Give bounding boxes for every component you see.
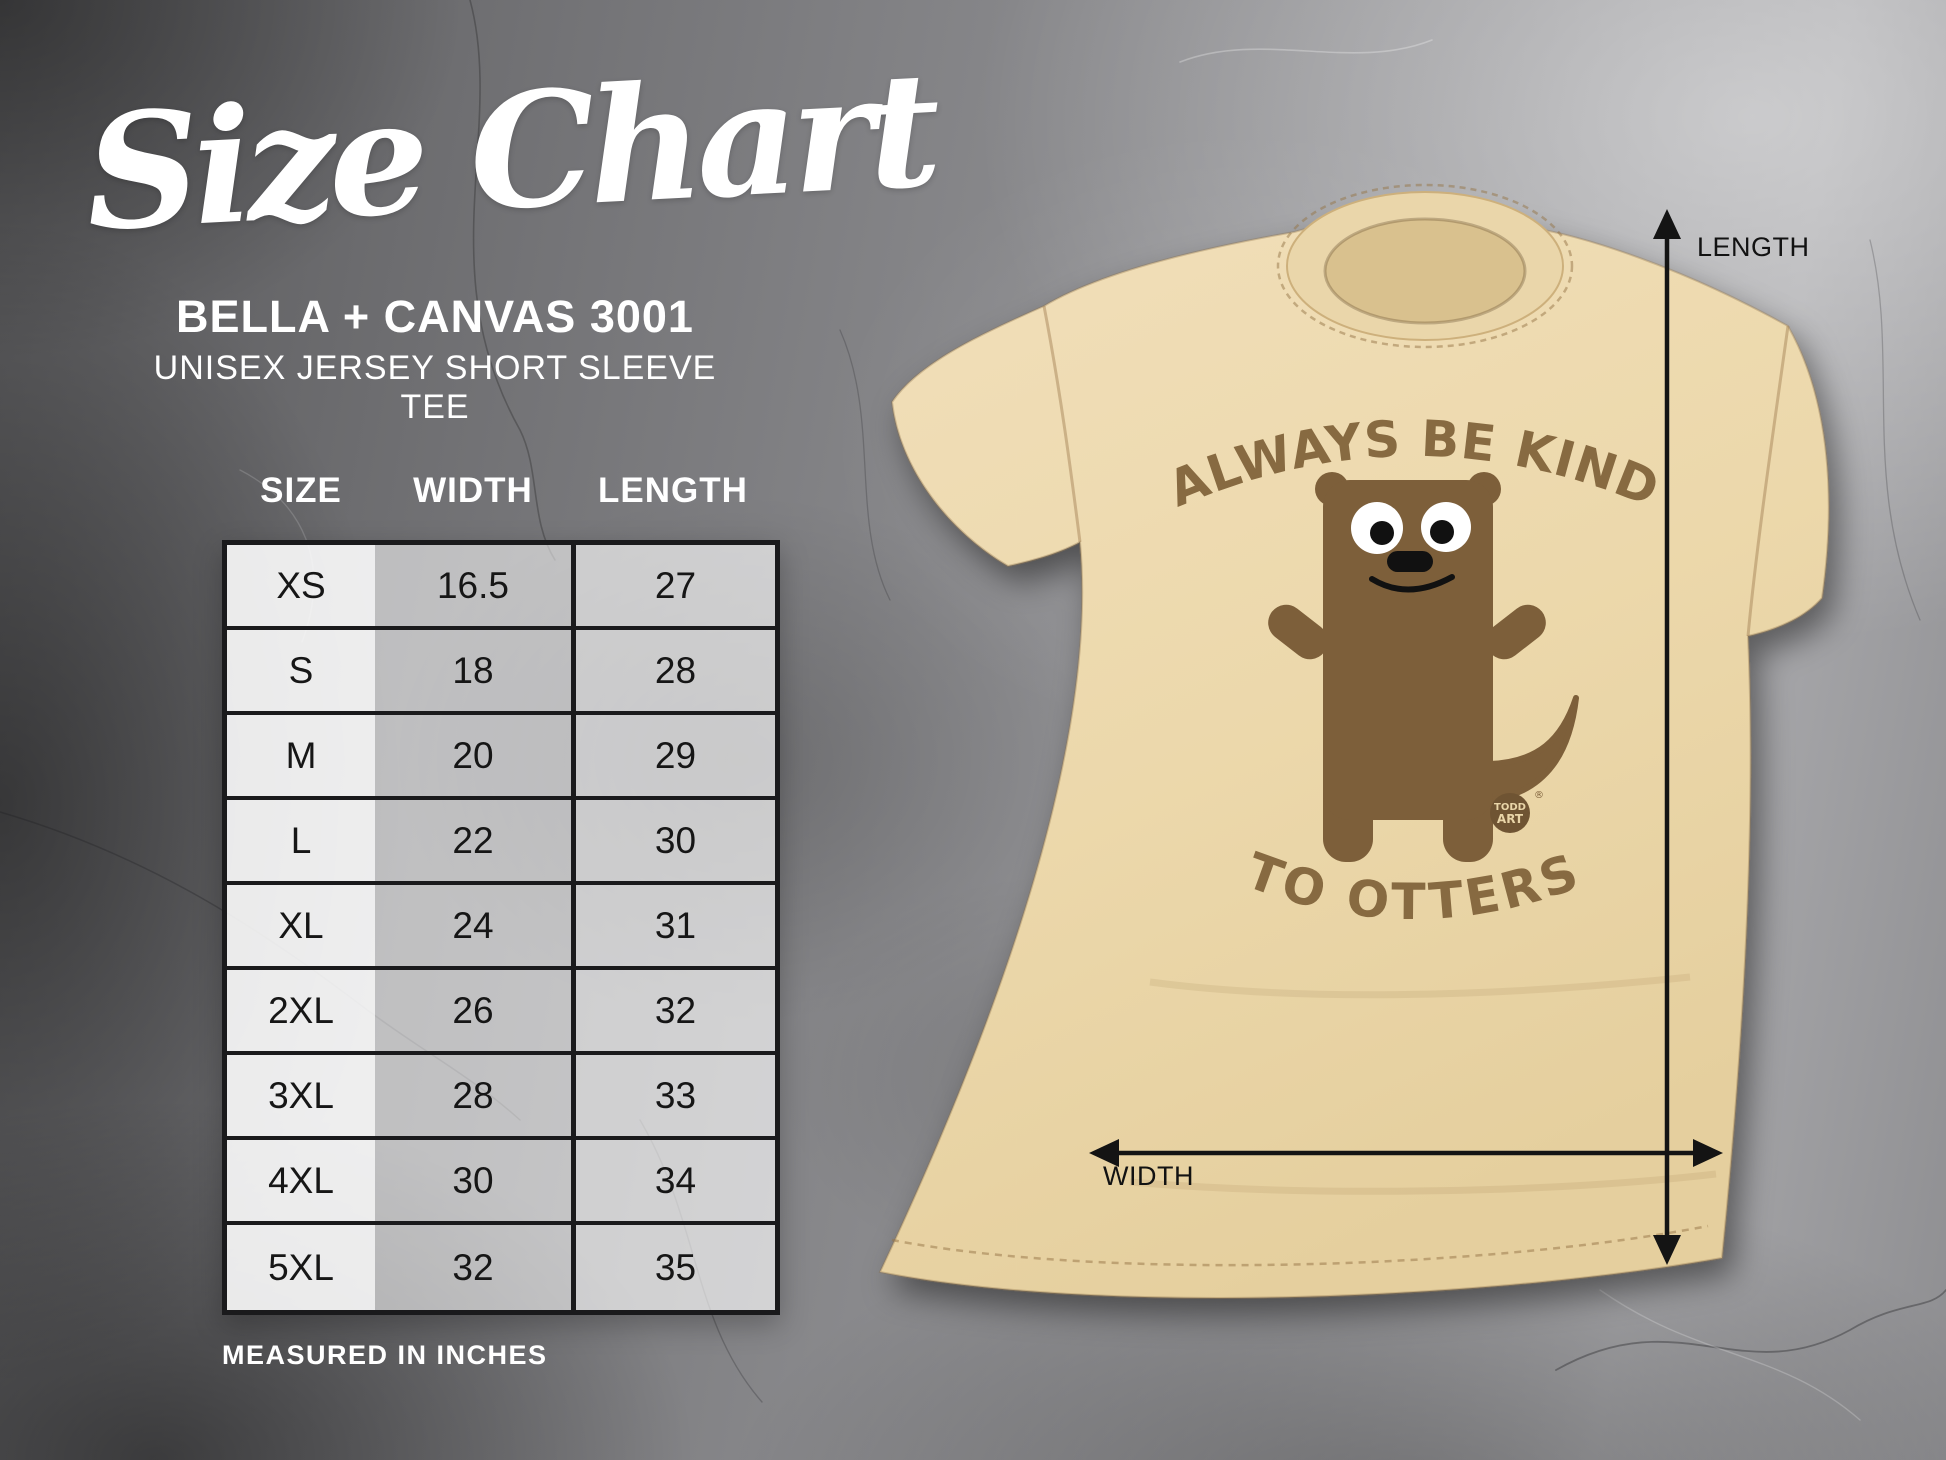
cell-width: 28 <box>375 1055 571 1136</box>
otter-smile <box>1369 574 1455 593</box>
cell-length: 33 <box>571 1055 775 1136</box>
table-row: XL 24 31 <box>227 885 775 970</box>
cell-width: 30 <box>375 1140 571 1221</box>
size-table: XS 16.5 27 S 18 28 M 20 29 L 22 30 XL 24… <box>222 540 780 1315</box>
cell-width: 24 <box>375 885 571 966</box>
table-row: L 22 30 <box>227 800 775 885</box>
cell-size: 4XL <box>227 1140 375 1221</box>
cell-width: 16.5 <box>375 545 571 626</box>
cell-size: M <box>227 715 375 796</box>
otter-face <box>1351 502 1471 593</box>
subtitle-block: BELLA + CANVAS 3001 UNISEX JERSEY SHORT … <box>140 292 730 427</box>
cell-size: XS <box>227 545 375 626</box>
cell-length: 32 <box>571 970 775 1051</box>
cell-size: 2XL <box>227 970 375 1051</box>
badge-line2: ART <box>1497 812 1524 826</box>
column-header-width: WIDTH <box>413 471 533 510</box>
cell-width: 20 <box>375 715 571 796</box>
width-dimension-label: WIDTH <box>1103 1161 1194 1191</box>
collar <box>1276 183 1574 349</box>
product-line: UNISEX JERSEY SHORT SLEEVE TEE <box>153 348 717 426</box>
measured-in-inches-note: MEASURED IN INCHES <box>222 1340 548 1370</box>
otter-arm-right <box>1486 604 1546 660</box>
otter-body <box>1323 480 1493 820</box>
todd-art-badge: TODD ART ® <box>1490 790 1544 833</box>
cell-size: 5XL <box>227 1225 375 1310</box>
registered-mark: ® <box>1534 790 1544 801</box>
otter-arm-left <box>1268 604 1328 660</box>
table-row: XS 16.5 27 <box>227 545 775 630</box>
cell-size: XL <box>227 885 375 966</box>
otter-tail <box>1487 695 1579 803</box>
cell-length: 31 <box>571 885 775 966</box>
cell-length: 29 <box>571 715 775 796</box>
badge-line1: TODD <box>1494 802 1526 813</box>
cell-length: 30 <box>571 800 775 881</box>
left-sleeve-seam <box>1042 305 1082 543</box>
cell-length: 28 <box>571 630 775 711</box>
table-row: M 20 29 <box>227 715 775 800</box>
cell-size: 3XL <box>227 1055 375 1136</box>
otter-pupil-right <box>1430 520 1454 544</box>
table-row: 5XL 32 35 <box>227 1225 775 1310</box>
width-arrow <box>1089 1139 1723 1167</box>
cell-size: L <box>227 800 375 881</box>
table-row: 3XL 28 33 <box>227 1055 775 1140</box>
right-sleeve-seam <box>1746 325 1790 637</box>
length-dimension-label: LENGTH <box>1697 232 1810 262</box>
table-row: 2XL 26 32 <box>227 970 775 1055</box>
cell-width: 26 <box>375 970 571 1051</box>
table-row: S 18 28 <box>227 630 775 715</box>
column-header-size: SIZE <box>260 471 342 510</box>
cell-length: 35 <box>571 1225 775 1310</box>
brand-line: BELLA + CANVAS 3001 <box>176 291 694 342</box>
cell-width: 32 <box>375 1225 571 1310</box>
otter-pupil-left <box>1370 521 1394 545</box>
length-arrow <box>1653 209 1681 1265</box>
cell-width: 18 <box>375 630 571 711</box>
cell-length: 34 <box>571 1140 775 1221</box>
otter-nose <box>1387 551 1433 572</box>
cell-length: 27 <box>571 545 775 626</box>
cell-size: S <box>227 630 375 711</box>
table-row: 4XL 30 34 <box>227 1140 775 1225</box>
column-header-length: LENGTH <box>598 471 748 510</box>
table-header-row: SIZE WIDTH LENGTH <box>222 468 775 514</box>
cell-width: 22 <box>375 800 571 881</box>
